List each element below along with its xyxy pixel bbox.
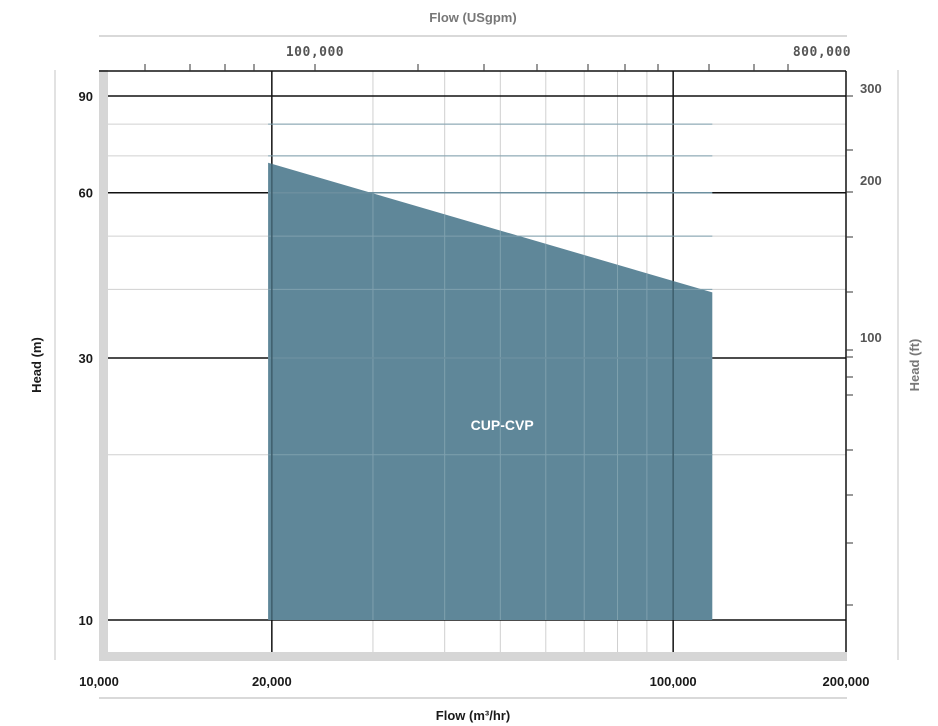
y-axis-right-title: Head (ft): [907, 339, 922, 392]
x-bottom-tick-label: 100,000: [650, 674, 697, 689]
x-bottom-tick-label: 200,000: [823, 674, 870, 689]
ticks-layer: [144, 64, 853, 606]
x-axis-bottom-title: Flow (m³/hr): [436, 708, 510, 723]
series-label: CUP-CVP: [471, 417, 534, 433]
labels-layer: 10,000 20,000 100,000 200,000 10 30 60 90 100,00…: [79, 45, 882, 689]
plot-left-border: [99, 70, 108, 660]
y-left-tick-label: 10: [79, 613, 93, 628]
series-layer: CUP-CVP: [268, 162, 713, 621]
x-bottom-tick-label: 20,000: [252, 674, 292, 689]
y-right-tick-label: 100: [860, 330, 882, 345]
y-left-tick-label: 90: [79, 89, 93, 104]
x-top-tick-label: 100,000: [286, 45, 344, 60]
y-right-tick-label: 200: [860, 173, 882, 188]
y-axis-left-title: Head (m): [29, 337, 44, 393]
y-left-tick-label: 60: [79, 186, 93, 201]
x-axis-top-title: Flow (USgpm): [429, 10, 516, 25]
y-left-tick-label: 30: [79, 351, 93, 366]
x-bottom-tick-label: 10,000: [79, 674, 119, 689]
series-area-cup-cvp: [268, 162, 713, 621]
x-top-tick-label: 800,000: [793, 45, 851, 60]
y-right-tick-label: 300: [860, 81, 882, 96]
overlay-grid: [268, 123, 713, 620]
plot-bottom-border: [99, 652, 847, 661]
